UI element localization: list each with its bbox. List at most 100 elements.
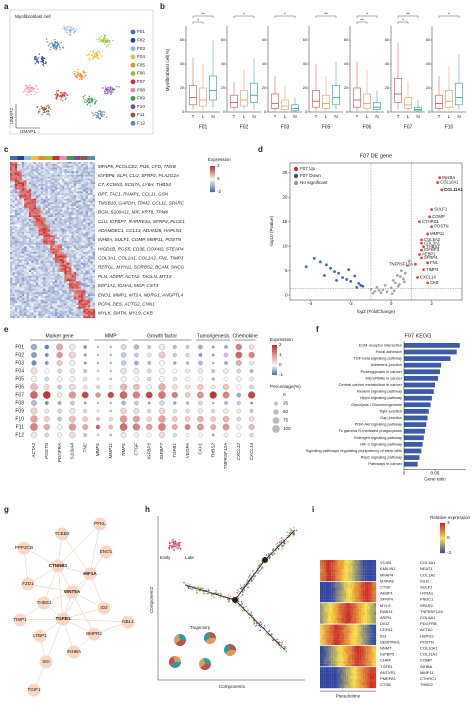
heat-cell — [78, 209, 81, 212]
heat-cell — [50, 176, 53, 179]
heat-cell — [21, 184, 25, 186]
heat-cell — [12, 173, 15, 175]
heat-cell — [17, 273, 20, 276]
heat-cell — [14, 297, 18, 300]
heat-cell — [40, 250, 44, 253]
cell-point — [281, 546, 283, 548]
heat-cell — [71, 163, 74, 166]
heat-cell — [28, 253, 32, 256]
heat-cell — [17, 207, 20, 210]
heat-cell — [33, 240, 37, 243]
heat-cell — [33, 169, 37, 172]
heat-cell — [10, 257, 13, 260]
umap-cell — [56, 44, 58, 47]
heat-cell — [80, 196, 84, 199]
heat-cell — [69, 262, 72, 265]
heat-cell — [90, 222, 93, 225]
heat-cell — [57, 281, 60, 284]
heat-cell — [31, 244, 34, 247]
umap-cell — [97, 57, 99, 60]
dot — [147, 401, 151, 405]
heat-cell — [71, 308, 74, 311]
heat-cell — [54, 217, 58, 219]
heat-cell — [83, 185, 86, 188]
heat-cell — [31, 196, 34, 199]
heat-cell — [78, 288, 81, 291]
umap-cell — [82, 71, 84, 74]
pseudotime-point — [168, 544, 171, 547]
umap-cell — [61, 95, 63, 98]
heat-cell — [47, 268, 51, 271]
heat-cell — [78, 206, 81, 208]
heat-cell — [17, 283, 20, 286]
heat-cell — [43, 279, 46, 282]
dot — [57, 392, 63, 398]
heat-cell — [19, 163, 22, 166]
heat-cell — [47, 169, 51, 172]
heat-cell — [59, 174, 63, 177]
heat-cell — [87, 308, 91, 311]
heat-cell — [21, 294, 25, 297]
heat-cell — [26, 284, 29, 287]
heat-cell — [64, 275, 67, 278]
heat-cell — [92, 191, 96, 194]
heat-cell — [38, 193, 41, 196]
heat-cell — [35, 182, 39, 185]
heat-cell — [21, 242, 25, 245]
heat-cell — [54, 173, 58, 175]
heat-cell — [14, 261, 18, 264]
heat-cell — [47, 259, 51, 262]
legend-label: F11 — [137, 112, 145, 117]
heat-cell — [76, 229, 79, 232]
heat-cell — [33, 242, 37, 245]
heat-cell — [57, 246, 60, 249]
umap-cell — [99, 52, 101, 54]
category-label: PI3K-Akt signaling pathway — [355, 422, 402, 427]
heat-cell — [50, 224, 53, 227]
heat-cell — [71, 270, 74, 273]
heat-cell — [14, 253, 18, 256]
heat-cell — [92, 167, 96, 170]
heat-cell — [80, 237, 84, 240]
heat-cell — [90, 301, 93, 304]
cell-point — [195, 586, 197, 588]
heat-cell — [43, 207, 46, 210]
heat-cell — [78, 226, 81, 229]
dot — [185, 408, 190, 414]
heat-cell — [50, 248, 53, 251]
heat-cell — [33, 228, 37, 231]
heat-cell — [64, 169, 67, 172]
heat-cell — [87, 198, 91, 201]
heat-cell — [76, 198, 79, 201]
heat-cell — [90, 306, 93, 309]
cell-point — [240, 586, 243, 589]
heat-cell — [61, 240, 65, 243]
heat-cell — [43, 312, 46, 315]
heat-cell — [66, 251, 70, 254]
dot — [96, 433, 100, 437]
heat-cell — [92, 165, 96, 168]
heat-cell — [52, 173, 55, 175]
heat-cell — [69, 193, 72, 196]
row-label: F02 — [15, 352, 24, 358]
heat-cell — [47, 187, 51, 190]
heat-cell — [17, 202, 20, 205]
dot — [69, 343, 76, 351]
heat-cell — [57, 255, 60, 258]
heat-cell — [31, 306, 34, 309]
cell-point — [248, 582, 250, 585]
heat-cell — [26, 176, 29, 179]
heat-cell — [90, 246, 93, 249]
umap-cell — [42, 60, 45, 62]
dot — [236, 384, 242, 390]
heat-cell — [31, 215, 34, 218]
heat-cell — [17, 239, 20, 242]
cell-point — [202, 590, 204, 593]
umap-cell — [43, 108, 45, 111]
umap-cell — [41, 57, 43, 59]
heat-cell — [69, 292, 72, 295]
dot — [211, 369, 216, 373]
heat-cell — [54, 226, 58, 229]
heat-cell — [83, 224, 86, 227]
heat-cell — [10, 283, 13, 286]
